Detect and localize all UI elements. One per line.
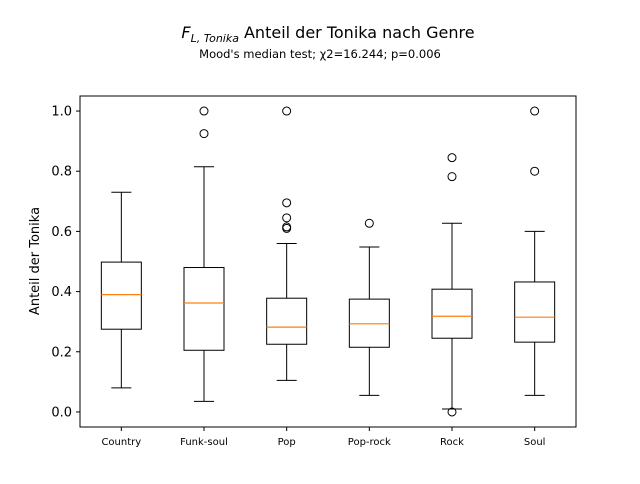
y-tick-label: 0.2 (51, 345, 72, 360)
y-axis-label: Anteil der Tonika (28, 207, 43, 315)
box-body (266, 297, 308, 345)
y-tick-label: 1.0 (51, 105, 72, 120)
outlier-point (364, 218, 374, 228)
box-body (348, 298, 390, 348)
axes-frame (79, 95, 577, 428)
chart-title-math-subscript: L, Tonika (191, 32, 240, 45)
outlier-point (282, 213, 292, 223)
chart-subtitle: Mood's median test; χ2=16.244; p=0.006 (199, 47, 441, 61)
box-body (431, 288, 473, 339)
x-tick-label: Soul (524, 437, 546, 448)
y-tick-label: 0.4 (51, 285, 72, 300)
x-tick-label: Rock (440, 437, 464, 448)
box-body (183, 267, 225, 351)
outlier-point (530, 166, 540, 176)
y-tick-label: 0.6 (51, 225, 72, 240)
outlier-point (530, 106, 540, 116)
chart-title-math: F (181, 23, 191, 42)
x-tick-label: Funk-soul (180, 437, 228, 448)
outlier-point (282, 222, 292, 232)
y-tick-label: 0.0 (51, 405, 72, 420)
plot-area: 0.0 0.2 0.4 0.6 0.8 1.0 Country Funk-soul Pop Pop… (51, 105, 556, 448)
outlier-point (199, 129, 209, 139)
box-body (100, 261, 142, 330)
outlier-point (447, 172, 457, 182)
outlier-point (282, 198, 292, 208)
x-tick-label: Pop-rock (348, 437, 391, 448)
outlier-point (447, 407, 457, 417)
chart-title-text: Anteil der Tonika nach Genre (244, 23, 475, 42)
outlier-point (447, 153, 457, 163)
x-tick-label: Pop (278, 437, 296, 448)
y-tick-label: 0.8 (51, 165, 72, 180)
outlier-point (199, 106, 209, 116)
chart-title: FL, Tonika Anteil der Tonika nach Genre (181, 23, 474, 45)
box-body (514, 281, 556, 343)
x-tick-label: Country (101, 437, 141, 448)
outlier-point (282, 106, 292, 116)
